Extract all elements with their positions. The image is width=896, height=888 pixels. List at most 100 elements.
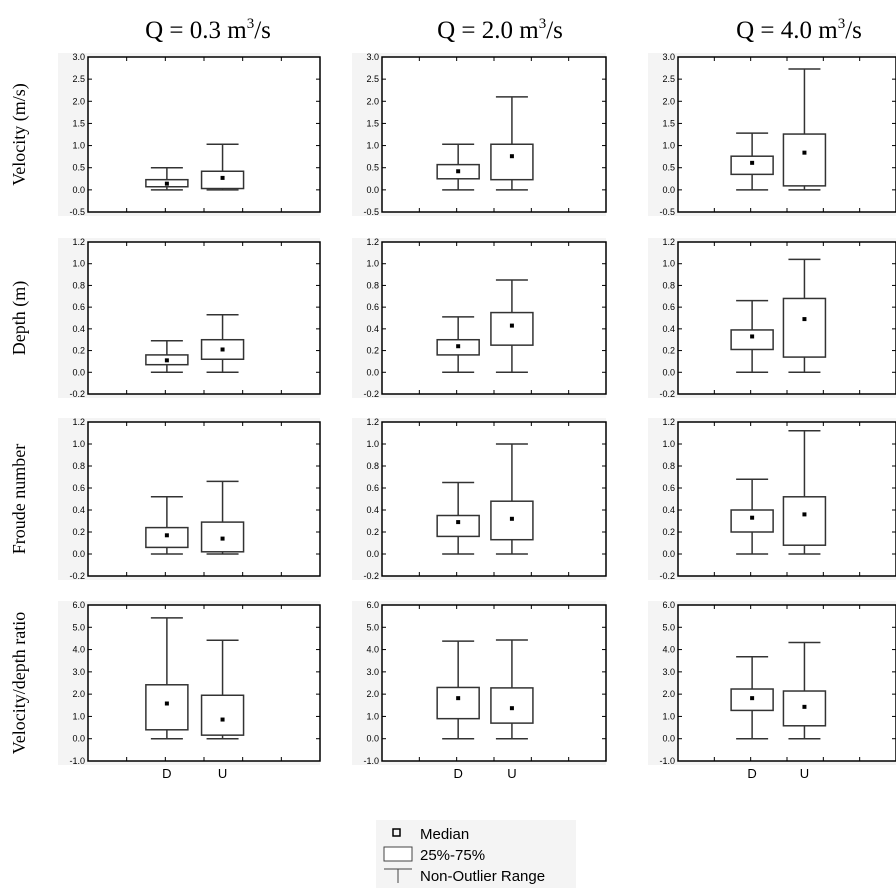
y-tick-label: 0.2 (72, 346, 85, 356)
y-tick-label: 0.6 (366, 483, 379, 493)
y-tick-label: 0.4 (662, 324, 675, 334)
y-tick-label: 0.2 (366, 527, 379, 537)
y-tick-label: 0.5 (366, 163, 379, 173)
median-marker (802, 317, 807, 322)
y-tick-label: 1.2 (662, 237, 675, 247)
category-label-D: D (747, 766, 756, 781)
y-tick-label: 1.0 (366, 259, 379, 269)
median-marker (509, 516, 514, 521)
y-tick-label: 0.6 (72, 483, 85, 493)
y-tick-label: 5.0 (366, 622, 379, 632)
category-label-D: D (453, 766, 462, 781)
median-marker (164, 533, 169, 538)
y-tick-label: 0.0 (662, 367, 675, 377)
iqr-box (145, 526, 189, 549)
y-tick-label: 2.5 (662, 74, 675, 84)
y-tick-label: 0.8 (72, 280, 85, 290)
y-tick-label: 0.0 (662, 734, 675, 744)
y-tick-label: 1.0 (662, 259, 675, 269)
y-tick-label: -1.0 (363, 756, 379, 766)
y-tick-label: 0.8 (662, 461, 675, 471)
y-tick-label: 2.0 (366, 96, 379, 106)
y-tick-label: 6.0 (662, 600, 675, 610)
legend-median-icon (392, 828, 401, 837)
panel-r3-c2: 1.2 1.0 0.8 0.6 0.4 0.2 0.0 -0.2 (352, 417, 607, 581)
y-tick-label: 2.0 (662, 96, 675, 106)
y-tick-label: 0.6 (662, 483, 675, 493)
y-tick-label: 0.5 (72, 163, 85, 173)
y-tick-label: 1.0 (662, 711, 675, 721)
box-U (200, 313, 245, 374)
panel-r4-c3: 6.0 5.0 4.0 3.0 2.0 1.0 0.0 -1.0 D U (648, 600, 896, 781)
y-tick-label: 1.0 (662, 141, 675, 151)
box-D (436, 143, 480, 191)
y-tick-label: 2.0 (662, 689, 675, 699)
y-tick-label: 0.0 (662, 549, 675, 559)
y-tick-label: 1.0 (366, 439, 379, 449)
box-U (200, 480, 245, 555)
y-tick-label: 1.2 (72, 417, 85, 427)
y-tick-label: 5.0 (662, 622, 675, 632)
median-marker (750, 334, 755, 339)
box-U (200, 639, 245, 740)
box-U (200, 143, 245, 191)
box-D (145, 340, 189, 374)
panel-r3-c1: 1.2 1.0 0.8 0.6 0.4 0.2 0.0 -0.2 (58, 417, 321, 581)
plot-frame (677, 604, 896, 762)
y-tick-label: 0.0 (72, 734, 85, 744)
panel-r1-c1: 3.0 2.5 2.0 1.5 1.0 0.5 0.0 -0.5 (58, 52, 321, 217)
panel-r3-c3: 1.2 1.0 0.8 0.6 0.4 0.2 0.0 -0.2 (648, 417, 896, 581)
y-tick-label: 5.0 (72, 622, 85, 632)
y-tick-label: 0.4 (366, 505, 379, 515)
y-tick-label: -1.0 (69, 756, 85, 766)
plot-frame (87, 421, 321, 577)
y-tick-label: 0.2 (366, 346, 379, 356)
row-label-2: Depth (m) (9, 281, 30, 355)
panel-r2-c2: 1.2 1.0 0.8 0.6 0.4 0.2 0.0 -0.2 (352, 237, 607, 399)
y-tick-label: 2.0 (72, 689, 85, 699)
y-tick-label: 2.5 (72, 74, 85, 84)
median-marker (456, 520, 461, 525)
y-tick-label: 0.0 (72, 367, 85, 377)
category-label-D: D (162, 766, 171, 781)
y-tick-label: 1.2 (662, 417, 675, 427)
y-tick-label: 3.0 (72, 667, 85, 677)
iqr-box (490, 143, 534, 181)
iqr-box (782, 297, 827, 358)
median-marker (802, 150, 807, 155)
iqr-box (490, 687, 534, 724)
iqr-box (782, 496, 827, 546)
iqr-box (145, 684, 189, 731)
y-tick-label: 0.6 (662, 302, 675, 312)
iqr-box (730, 155, 774, 176)
y-tick-label: 1.0 (366, 711, 379, 721)
column-title-3: Q = 4.0 m3/s (736, 16, 862, 44)
y-tick-label: 1.0 (72, 141, 85, 151)
box-U (490, 443, 534, 555)
median-marker (750, 696, 755, 701)
y-tick-label: 3.0 (366, 667, 379, 677)
box-D (436, 316, 480, 374)
y-tick-label: 1.2 (72, 237, 85, 247)
y-tick-label: 1.2 (366, 237, 379, 247)
y-tick-label: 0.4 (662, 505, 675, 515)
iqr-box (436, 514, 480, 538)
median-marker (164, 358, 169, 363)
y-tick-label: 0.2 (662, 346, 675, 356)
y-tick-label: 1.0 (72, 259, 85, 269)
y-tick-label: 4.0 (72, 645, 85, 655)
y-tick-label: 1.2 (366, 417, 379, 427)
y-tick-label: -0.2 (659, 389, 675, 399)
y-tick-label: -0.2 (363, 389, 379, 399)
plot-frame (381, 604, 607, 762)
y-tick-label: 3.0 (662, 52, 675, 62)
category-label-U: U (218, 766, 227, 781)
median-marker (509, 323, 514, 328)
box-D (730, 655, 774, 740)
y-tick-label: 0.6 (72, 302, 85, 312)
y-tick-label: 0.8 (662, 280, 675, 290)
category-label-U: U (507, 766, 516, 781)
y-tick-label: 1.0 (366, 141, 379, 151)
panel-r2-c3: 1.2 1.0 0.8 0.6 0.4 0.2 0.0 -0.2 (648, 237, 896, 399)
iqr-box (730, 509, 774, 533)
